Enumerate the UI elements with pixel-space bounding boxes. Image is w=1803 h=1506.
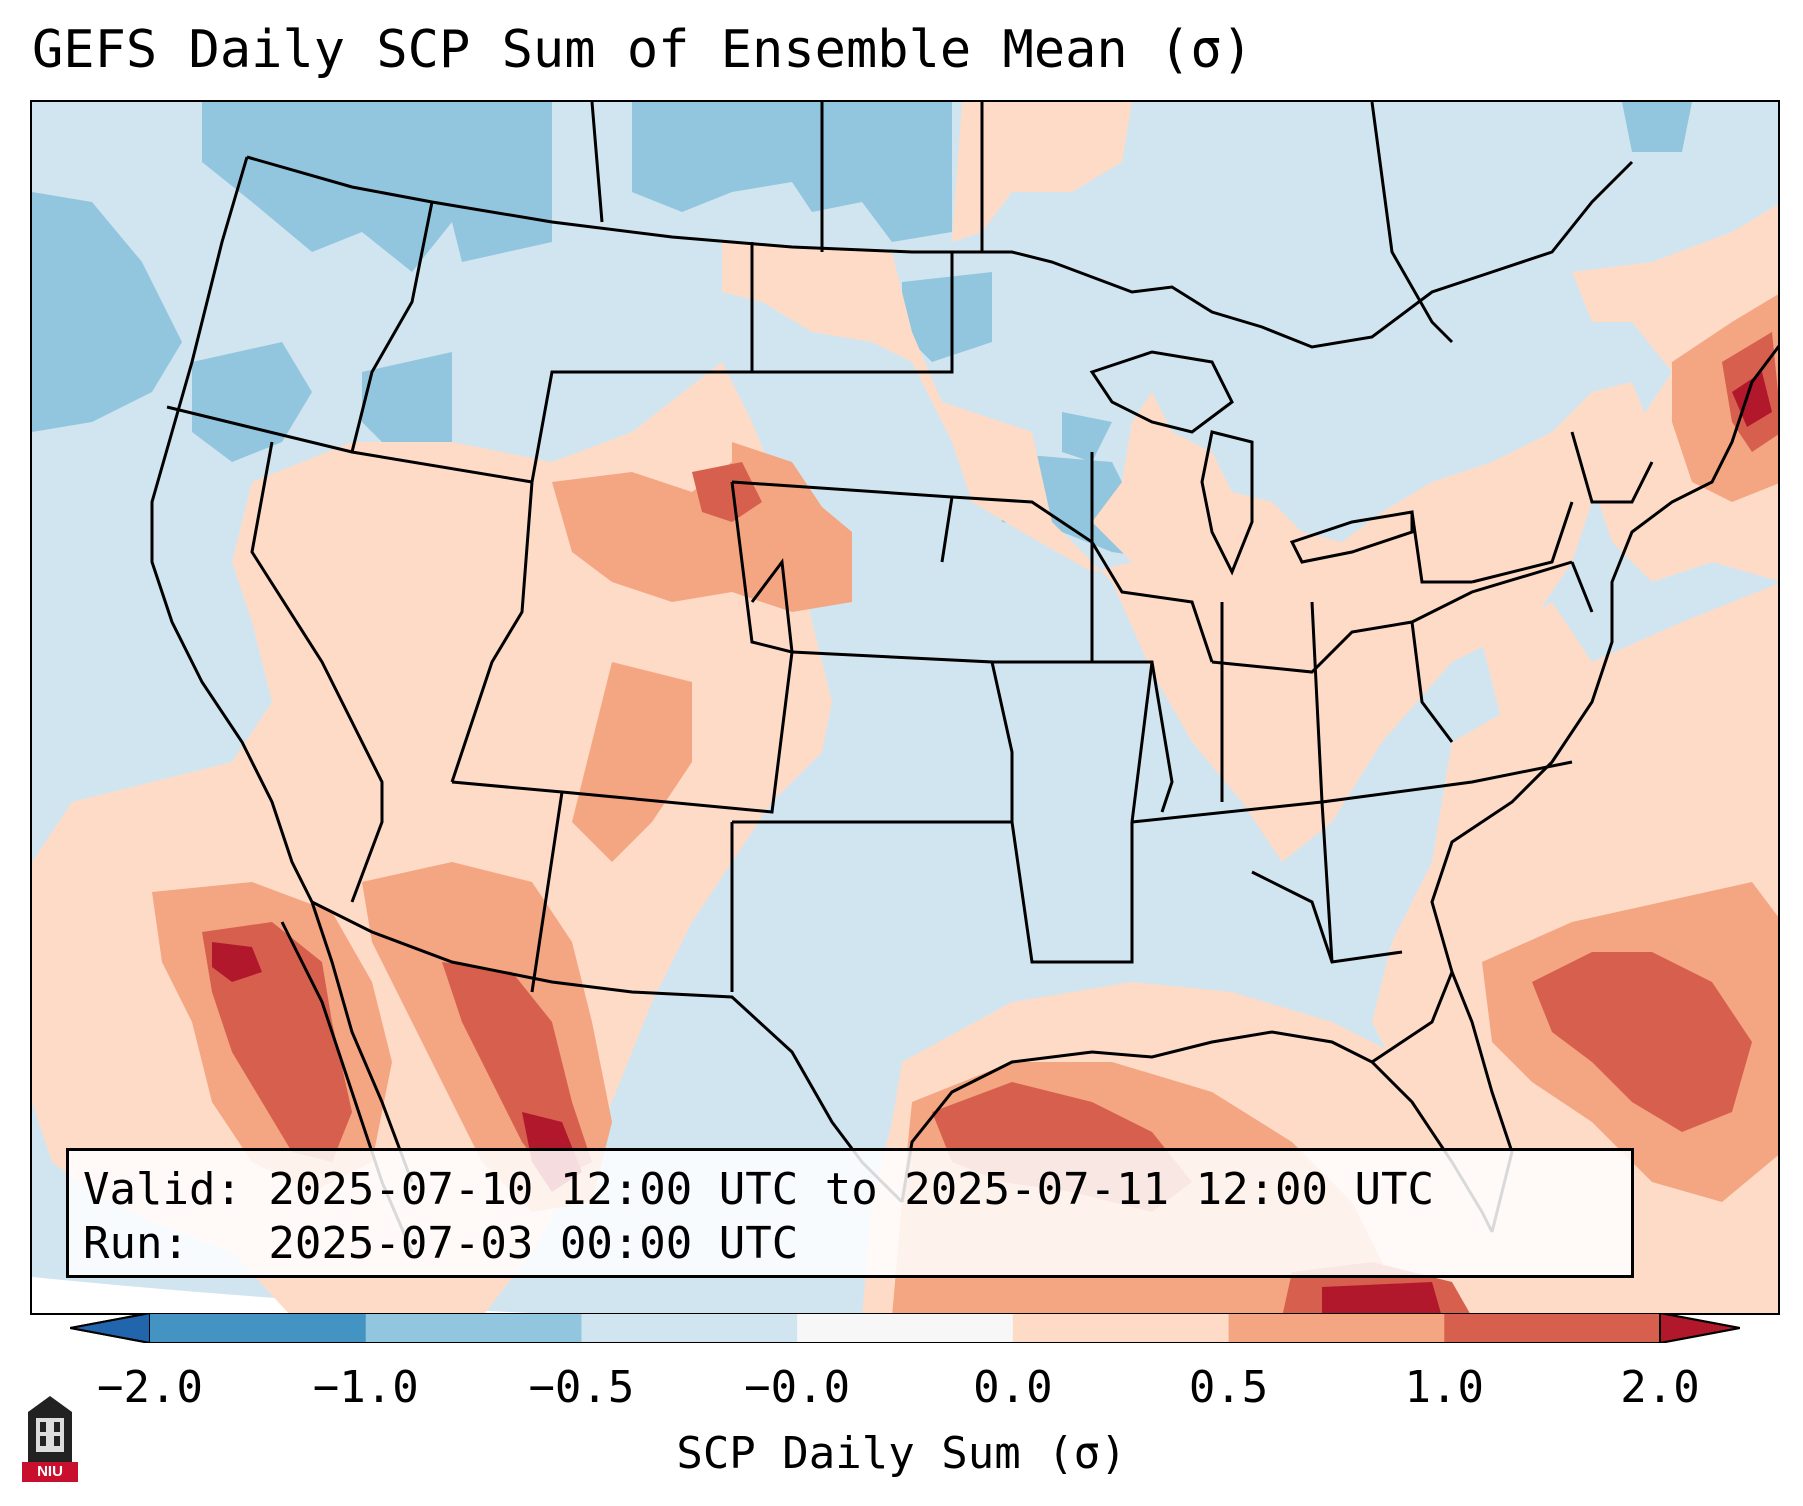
colorbar-segment [1012,1313,1230,1343]
state-line-9 [732,650,1014,824]
colorbar-segment [150,1313,367,1343]
north-border-blue [202,102,552,272]
nw-coast-blue [32,192,182,432]
atlantic-north-light-red [952,102,1132,242]
colorbar-tick-label: −2.0 [97,1362,203,1413]
colorado-salmon [572,662,692,862]
state-line-16 [1131,760,1573,824]
lake-michigan [1200,430,1254,576]
map-panel [30,100,1780,1315]
map-canvas [32,102,1778,1313]
state-line-23 [1471,501,1574,584]
mid-atlantic-light-red [1482,602,1592,722]
state-line-21 [1251,870,1403,964]
run-time-line: Run: 2025-07-03 00:00 UTC [83,1218,799,1269]
state-line-25 [1410,511,1472,584]
baja-red [202,922,352,1162]
state-line-2 [166,405,533,484]
state-line-4 [530,242,754,483]
nebraska-salmon [732,442,832,562]
state-line-19 [1310,601,1334,963]
wyoming-red [692,462,762,522]
colorbar-segment [365,1313,582,1343]
michigan-blue [1062,412,1112,462]
state-line-13 [951,495,1214,663]
state-line-26 [1570,431,1654,504]
valid-run-info-box: Valid: 2025-07-10 12:00 UTC to 2025-07-1… [66,1148,1634,1278]
colorbar-tick-label: −0.0 [744,1362,851,1413]
colorbar-segment [797,1313,1014,1343]
colorbar-tick-label: 0.5 [1188,1362,1269,1413]
state-line-20 [1130,661,1154,823]
state-line-15 [1010,821,1134,964]
colorbar-segment [1444,1313,1661,1343]
state-line-6 [451,481,794,814]
montana-blue [632,102,952,242]
great-lakes [1089,350,1234,434]
map-borders [150,102,1778,1253]
us-canada-border [246,155,1634,349]
lake-erie [1289,510,1414,564]
state-line-22 [1410,621,1454,743]
canada-line-1 [590,102,604,223]
projection-edge [32,1277,530,1313]
colorbar-tick-label: −0.5 [528,1362,635,1413]
valid-time-line: Valid: 2025-07-10 12:00 UTC to 2025-07-1… [83,1164,1435,1215]
colorbar-under-arrow [70,1313,151,1343]
colorbar-segment [581,1313,798,1343]
canada-line-4 [1370,102,1454,344]
colorbar [70,1313,1740,1343]
colorbar-tick-label: 2.0 [1620,1362,1700,1413]
state-line-8 [752,252,954,374]
state-line-5 [450,481,534,783]
colorbar-segment [1228,1313,1445,1343]
colorbar-label: SCP Daily Sum (σ) [676,1428,1127,1479]
map-title: GEFS Daily SCP Sum of Ensemble Mean (σ) [32,20,1253,80]
state-line-3 [250,441,384,903]
niu-logo: NIU [22,1392,78,1482]
baja-dark-red [212,942,262,982]
baja-coast [310,901,414,1183]
state-line-1 [350,201,434,453]
dakota-blue [902,272,992,362]
state-line-12 [750,558,794,653]
wa-blue [192,342,312,462]
idaho-blue [362,352,452,452]
cuba-dark-red [1322,1282,1441,1313]
colorbar-over-arrow [1659,1313,1740,1343]
colorbar-tick-label: 0.0 [973,1362,1053,1413]
atlantic-red [1532,952,1752,1132]
atlantic-ne-blue [1622,102,1692,152]
us-mexico-border [311,900,904,1204]
northern-plains-light-red [722,242,1652,862]
colorbar-tick-label: 1.0 [1404,1362,1485,1413]
atlantic-coast [1430,344,1778,973]
state-line-24 [1570,561,1594,613]
niu-tower-icon [28,1396,72,1462]
state-line-10 [530,791,564,993]
colorbar-tick-label: −1.0 [312,1362,419,1413]
state-line-17 [1211,560,1573,674]
niu-logo-text: NIU [22,1462,78,1482]
state-line-14 [992,660,1174,813]
pacific-coast [150,156,314,903]
